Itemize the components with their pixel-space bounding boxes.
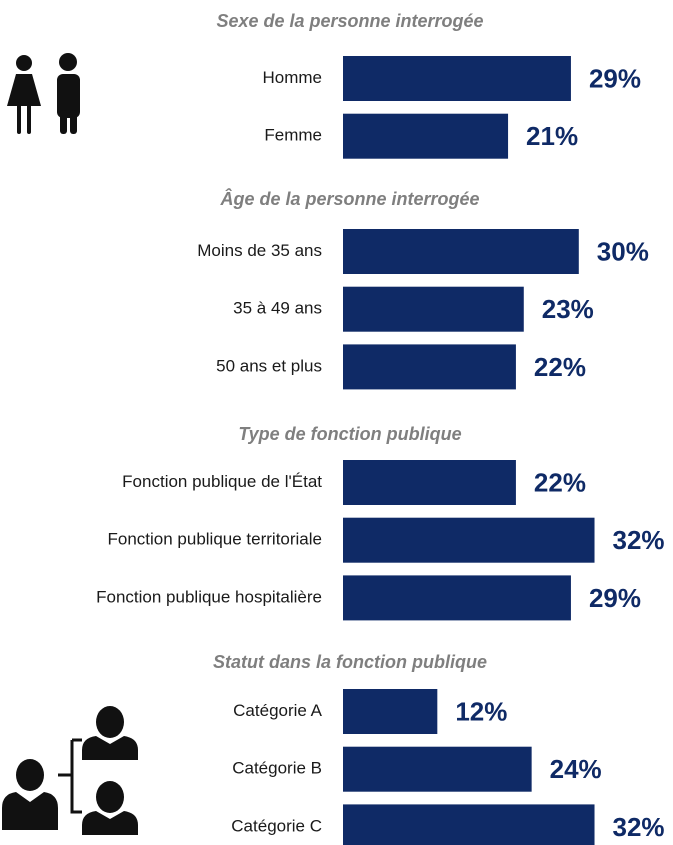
section-title: Sexe de la personne interrogée — [216, 11, 483, 31]
gender-icon — [7, 53, 80, 134]
org-icon — [2, 706, 138, 835]
value-label: 29% — [589, 583, 641, 613]
category-label: 35 à 49 ans — [233, 299, 322, 318]
category-label: Catégorie A — [233, 701, 322, 720]
bar — [343, 575, 571, 621]
bar — [343, 113, 509, 159]
value-label: 23% — [542, 294, 594, 324]
category-label: 50 ans et plus — [216, 356, 322, 375]
bar — [343, 804, 595, 845]
category-label: Femme — [264, 126, 322, 145]
bar — [343, 229, 579, 274]
value-label: 32% — [613, 812, 665, 842]
bar — [343, 746, 532, 792]
value-label: 22% — [534, 467, 586, 497]
bar — [343, 56, 571, 101]
category-label: Fonction publique de l'État — [122, 472, 322, 491]
value-label: 30% — [597, 236, 649, 266]
value-label: 21% — [526, 121, 578, 151]
category-label: Moins de 35 ans — [197, 241, 322, 260]
bar — [343, 517, 595, 563]
value-label: 24% — [550, 754, 602, 784]
section-title: Statut dans la fonction publique — [213, 652, 487, 672]
bar — [343, 286, 524, 332]
bar — [343, 460, 516, 505]
section-title: Type de fonction publique — [238, 424, 461, 444]
category-label: Fonction publique hospitalière — [96, 587, 322, 606]
category-label: Catégorie C — [231, 816, 322, 835]
bar — [343, 344, 516, 390]
value-label: 12% — [455, 696, 507, 726]
value-label: 22% — [534, 352, 586, 382]
category-label: Catégorie B — [232, 759, 322, 778]
bar — [343, 689, 438, 734]
category-label: Fonction publique territoriale — [107, 530, 322, 549]
value-label: 32% — [613, 525, 665, 555]
value-label: 29% — [589, 63, 641, 93]
category-label: Homme — [262, 68, 322, 87]
section-title: Âge de la personne interrogée — [219, 188, 479, 209]
